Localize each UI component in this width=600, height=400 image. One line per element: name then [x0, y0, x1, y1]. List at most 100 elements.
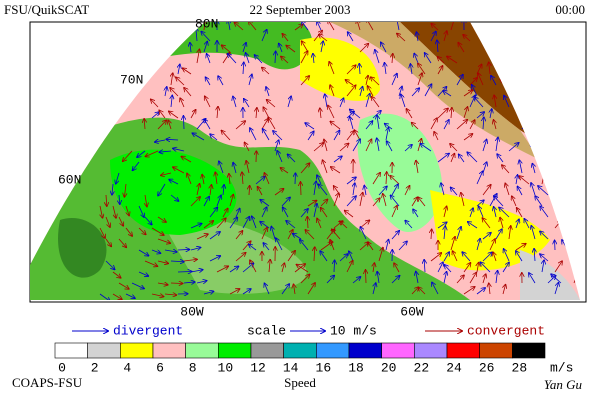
wind-arrow [249, 244, 257, 251]
wind-arrow [480, 262, 491, 273]
wind-arrow [287, 154, 296, 163]
wind-arrow [205, 77, 211, 86]
wind-arrow [276, 238, 283, 251]
wind-arrow [365, 94, 370, 108]
footer-right: Yan Gu [544, 377, 583, 392]
wind-arrow [463, 287, 475, 295]
wind-arrow [294, 284, 295, 295]
wind-arrow [391, 74, 397, 86]
wind-arrow [151, 99, 159, 108]
wind-arrow [504, 249, 510, 262]
wind-arrow [437, 222, 447, 229]
wind-arrow [281, 197, 290, 207]
wind-arrow [346, 65, 356, 75]
wind-arrow [489, 283, 490, 295]
colorbar-swatch [316, 342, 350, 359]
wind-arrow [450, 237, 455, 251]
wind-arrow [166, 139, 179, 140]
wind-arrow [170, 88, 179, 97]
wind-arrow [468, 222, 478, 229]
wind-arrow [99, 293, 110, 300]
wind-arrow [263, 243, 270, 251]
wind-arrow [307, 283, 315, 295]
wind-arrow [203, 291, 213, 294]
wind-arrow [398, 241, 407, 251]
wind-arrow [286, 221, 296, 229]
colorbar-label: 8 [189, 360, 197, 375]
wind-arrow [242, 217, 249, 229]
wind-arrow [229, 217, 237, 229]
wind-arrow [164, 250, 177, 252]
wind-arrow [444, 226, 445, 240]
wind-arrow [346, 85, 356, 97]
wind-arrow [249, 74, 252, 86]
wind-arrow [281, 56, 289, 64]
wind-arrow [461, 193, 465, 207]
wind-arrow [430, 118, 437, 130]
wind-arrow [190, 224, 202, 229]
wind-arrow [502, 262, 509, 273]
wind-arrow [418, 287, 426, 295]
wind-arrow [132, 161, 140, 170]
colorbar-label: 16 [316, 360, 332, 375]
wind-arrow [229, 174, 230, 185]
wind-arrow [176, 77, 185, 86]
wind-arrow [469, 120, 475, 130]
wind-arrow [165, 87, 167, 97]
wind-arrow [173, 167, 185, 174]
colorbar-swatch [381, 342, 415, 359]
wind-arrow [503, 285, 506, 295]
wind-arrow [540, 254, 549, 262]
colorbar-swatch [152, 342, 186, 359]
wind-arrow [300, 209, 308, 218]
wind-arrow [516, 175, 518, 185]
wind-arrow [118, 238, 126, 247]
wind-arrow [331, 167, 341, 174]
wind-arrow [477, 263, 479, 273]
wind-arrow [329, 62, 335, 75]
wind-arrow [540, 231, 549, 240]
wind-arrow [467, 152, 478, 163]
wind-arrow [373, 263, 374, 273]
wind-arrow [491, 76, 497, 86]
wind-arrow [381, 42, 387, 53]
wind-arrow [489, 239, 495, 251]
greenland-coast [330, 22, 540, 160]
wind-arrow [373, 283, 376, 295]
wind-arrow [352, 277, 361, 284]
wind-arrow [366, 76, 368, 86]
wind-arrow [496, 138, 498, 152]
header-left: FSU/QuikSCAT [4, 2, 89, 17]
wind-arrow [264, 283, 270, 295]
wind-arrow [444, 206, 447, 218]
colorbar-swatch [218, 342, 252, 359]
wind-arrow [268, 117, 276, 130]
wind-arrow [283, 207, 289, 218]
wind-arrow [424, 84, 432, 97]
wind-arrow [365, 121, 373, 130]
wind-arrow [235, 253, 246, 262]
wind-arrow [273, 131, 283, 141]
legend-convergent: convergent [467, 323, 545, 338]
wind-arrow [482, 139, 487, 152]
wind-arrow [500, 218, 503, 229]
wind-arrow [346, 261, 353, 273]
wind-arrow [99, 227, 105, 238]
wind-arrow [386, 240, 389, 251]
wind-arrow [328, 105, 335, 119]
wind-arrow [360, 193, 363, 207]
wind-arrow [504, 96, 510, 108]
colorbar-label: 12 [250, 360, 266, 375]
wind-arrow [106, 194, 107, 206]
wind-arrow [519, 160, 522, 174]
wind-arrow [246, 161, 249, 174]
wind-arrow [177, 271, 192, 272]
wind-arrow [235, 231, 243, 240]
colorbar-swatch [250, 342, 284, 359]
wind-arrow [168, 120, 171, 130]
wind-arrow [462, 252, 471, 262]
wind-arrow [223, 185, 224, 196]
wind-arrow [450, 22, 456, 31]
wind-arrow [377, 138, 379, 152]
wind-arrow [287, 251, 295, 262]
